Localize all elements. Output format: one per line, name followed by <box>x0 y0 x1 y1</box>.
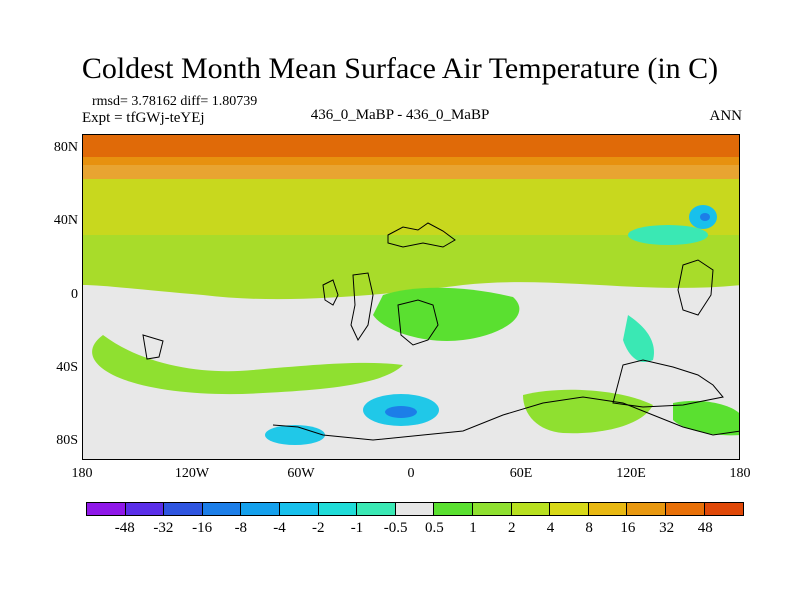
high-lat-band <box>83 157 739 183</box>
coastlines <box>142 222 739 441</box>
stats-label: rmsd= 3.78162 diff= 1.80739 <box>92 94 258 109</box>
colorbar-label: 16 <box>620 520 636 536</box>
y-label-80N: 80N <box>53 140 78 155</box>
colorbar-swatch <box>164 503 203 515</box>
cold-core-kamchatka <box>700 213 710 221</box>
map-plot <box>82 134 740 460</box>
colorbar-swatch <box>704 503 744 515</box>
colorbar-swatch <box>511 503 551 515</box>
colorbar-label: 0.5 <box>424 520 444 536</box>
x-label-180w: 180 <box>71 466 93 481</box>
y-label-0: 0 <box>71 287 78 302</box>
colorbar-label: 4 <box>546 520 555 536</box>
colorbar-swatch <box>472 503 512 515</box>
coastline-south-america <box>350 272 374 342</box>
x-label-180e: 180 <box>729 466 751 481</box>
colorbar-swatch <box>627 503 666 515</box>
south-ocean-green <box>92 335 403 395</box>
x-label-60w: 60W <box>287 466 315 481</box>
colorbar-swatch <box>550 503 589 515</box>
comparison-label: 436_0_MaBP - 436_0_MaBP <box>310 107 490 123</box>
y-label-80S: 80S <box>56 433 78 448</box>
season-label: ANN <box>709 108 743 124</box>
x-label-120e: 120E <box>616 466 646 481</box>
x-label-0: 0 <box>407 466 415 481</box>
colorbar-label: -32 <box>153 520 174 536</box>
coastline-east-asia <box>677 259 714 316</box>
cold-patch-indopacific <box>623 315 654 363</box>
coastline-africa <box>397 299 439 346</box>
plot-title: Coldest Month Mean Surface Air Temperatu… <box>81 52 719 85</box>
y-label-40N: 40N <box>53 213 78 228</box>
colorbar-label: 1 <box>469 520 477 536</box>
pacific-green <box>673 400 739 436</box>
colorbar-swatch <box>125 503 165 515</box>
colorbar-swatch <box>241 503 280 515</box>
colorbar-label: -4 <box>273 520 286 536</box>
colorbar-swatch <box>395 503 435 515</box>
colorbar-swatch <box>665 503 705 515</box>
colorbar <box>86 502 744 516</box>
colorbar-swatch <box>588 503 628 515</box>
tropical-band <box>83 235 739 300</box>
y-label-40S: 40S <box>56 360 78 375</box>
colorbar-label: 48 <box>697 520 713 536</box>
colorbar-label: -2 <box>311 520 325 536</box>
colorbar-label: -48 <box>114 520 135 536</box>
x-label-120w: 120W <box>174 466 210 481</box>
africa-green-patch <box>373 287 520 341</box>
experiment-label: Expt = tfGWj-teYEj <box>82 110 205 126</box>
coastline-small-island <box>142 334 164 360</box>
colorbar-swatch <box>318 503 358 515</box>
colorbar-swatch <box>279 503 319 515</box>
colorbar-label: 32 <box>659 520 675 536</box>
cold-patch-south-pacific <box>265 425 325 445</box>
colorbar-label: 2 <box>508 520 516 536</box>
x-label-60e: 60E <box>509 466 533 481</box>
cold-core-south-atlantic <box>385 406 417 418</box>
colorbar-label: -0.5 <box>383 520 408 536</box>
coastline-island <box>322 279 339 306</box>
colorbar-swatch <box>434 503 473 515</box>
colorbar-label: -8 <box>234 520 248 536</box>
coastline-antarctica <box>272 396 739 441</box>
colorbar-label: 8 <box>585 520 593 536</box>
colorbar-label: -1 <box>350 520 364 536</box>
colorbar-label: -16 <box>192 520 213 536</box>
colorbar-swatch <box>202 503 242 515</box>
colorbar-swatch <box>357 503 396 515</box>
colorbar-swatch <box>87 503 126 515</box>
coastline-eurasia <box>387 222 456 248</box>
cold-patch-north-pacific <box>628 225 708 245</box>
temperature-difference-map <box>83 135 739 459</box>
